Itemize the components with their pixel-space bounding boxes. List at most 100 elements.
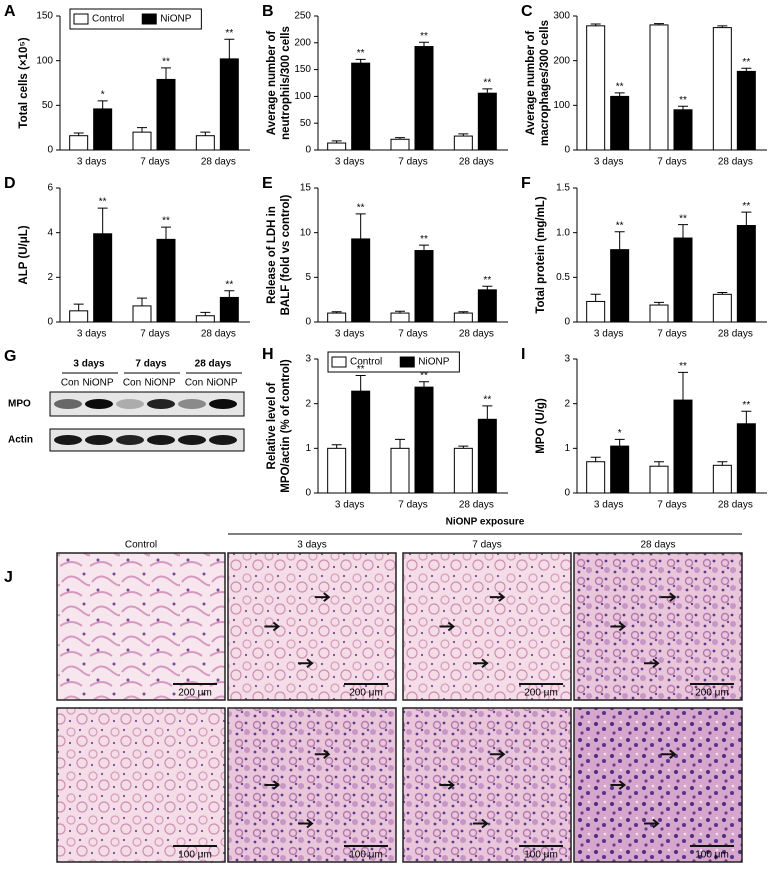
- x-tick-label: 3 days: [594, 329, 623, 340]
- bar: [673, 237, 693, 323]
- error-bar: [161, 67, 171, 80]
- y-tick-label: 6: [47, 183, 53, 194]
- y-tick-label: 10: [300, 227, 312, 238]
- y-tick-label: 1.0: [556, 227, 570, 238]
- panel-letter: A: [4, 3, 16, 20]
- y-tick-label: 1: [305, 443, 311, 454]
- x-tick-label: 7 days: [398, 329, 427, 340]
- bar: [453, 135, 473, 151]
- y-tick-label: 100: [36, 55, 53, 66]
- significance: **: [162, 56, 170, 67]
- error-bar: [395, 137, 405, 140]
- significance: *: [101, 90, 105, 101]
- y-axis-label: Average number of: [525, 31, 537, 136]
- error-bar: [97, 100, 108, 109]
- y-tick-label: 3: [564, 354, 570, 365]
- bar: [477, 92, 497, 151]
- error-bar: [482, 405, 493, 420]
- error-bar: [419, 41, 429, 47]
- bar: [93, 108, 113, 151]
- error-bar: [678, 224, 688, 239]
- blot-group: 7 days: [135, 359, 167, 370]
- arrow: [264, 621, 281, 632]
- x-tick-label: 28 days: [201, 329, 236, 340]
- bar: [219, 58, 239, 151]
- significance: **: [483, 78, 491, 89]
- x-tick-label: 7 days: [140, 329, 169, 340]
- x-tick-label: 28 days: [459, 157, 494, 168]
- significance: **: [742, 400, 750, 411]
- error-bar: [224, 38, 235, 59]
- significance: **: [225, 28, 233, 39]
- arrow: [314, 749, 331, 759]
- bar: [351, 62, 371, 151]
- y-tick-label: 50: [300, 118, 312, 129]
- lane-label: NiONP: [206, 378, 237, 389]
- bar: [390, 312, 410, 323]
- y-tick-label: 0.5: [556, 272, 570, 283]
- y-tick-label: 200: [553, 55, 570, 66]
- error-bar: [458, 445, 469, 449]
- y-tick-label: 2: [305, 398, 311, 409]
- panel-letter: C: [521, 3, 533, 20]
- x-tick-label: 7 days: [657, 329, 686, 340]
- lane-label: NiONP: [144, 378, 175, 389]
- scale-label: 200 μm: [178, 688, 212, 699]
- blot-band: [178, 435, 206, 445]
- bar: [414, 250, 434, 323]
- error-bar: [590, 23, 601, 26]
- significance: **: [357, 364, 365, 375]
- y-tick-label: 0: [564, 488, 570, 499]
- error-bar: [355, 213, 366, 239]
- arrow: [314, 592, 331, 602]
- x-tick-label: 3 days: [594, 157, 623, 168]
- legend-label: Control: [92, 14, 124, 25]
- arrow: [610, 780, 627, 790]
- scale-label: 100 μm: [695, 850, 729, 861]
- error-bar: [717, 25, 728, 28]
- y-axis-label: MPO/actin (% of control): [280, 359, 292, 493]
- bar: [649, 304, 669, 323]
- exposure-header: NiONP exposure: [446, 517, 525, 528]
- lane-label: Con: [123, 378, 141, 389]
- bar: [610, 445, 630, 494]
- blot-group: 3 days: [73, 359, 105, 370]
- y-axis-label: Total cells (×10⁵): [18, 37, 30, 128]
- y-tick-label: 0: [305, 317, 311, 328]
- error-bar: [200, 131, 211, 136]
- column-label: 28 days: [640, 540, 675, 551]
- error-bar: [137, 127, 147, 133]
- error-bar: [137, 297, 147, 306]
- x-tick-label: 28 days: [201, 157, 236, 168]
- y-axis-label: Release of LDH in: [266, 206, 278, 304]
- blot-group: 28 days: [195, 359, 232, 370]
- error-bar: [590, 293, 601, 302]
- error-bar: [73, 132, 84, 136]
- bar: [673, 109, 693, 151]
- y-tick-label: 3: [305, 354, 311, 365]
- y-tick-label: 0: [47, 145, 53, 156]
- bar: [712, 27, 732, 151]
- bar: [736, 423, 756, 494]
- significance: **: [742, 57, 750, 68]
- x-tick-label: 7 days: [398, 500, 427, 511]
- error-bar: [590, 456, 601, 462]
- significance: **: [99, 197, 107, 208]
- arrow: [644, 818, 660, 829]
- y-tick-label: 300: [553, 11, 570, 22]
- x-tick-label: 7 days: [657, 157, 686, 168]
- bar: [132, 305, 152, 323]
- scale-label: 100 μm: [178, 850, 212, 861]
- micrograph: [227, 707, 397, 863]
- significance: **: [616, 220, 624, 231]
- legend-swatch: [331, 356, 347, 368]
- x-tick-label: 7 days: [398, 157, 427, 168]
- arrow: [610, 621, 627, 632]
- error-bar: [161, 226, 171, 240]
- error-bar: [419, 381, 429, 388]
- error-bar: [614, 438, 625, 447]
- bar: [93, 233, 113, 323]
- bar: [453, 312, 473, 323]
- panel-letter: I: [521, 346, 525, 363]
